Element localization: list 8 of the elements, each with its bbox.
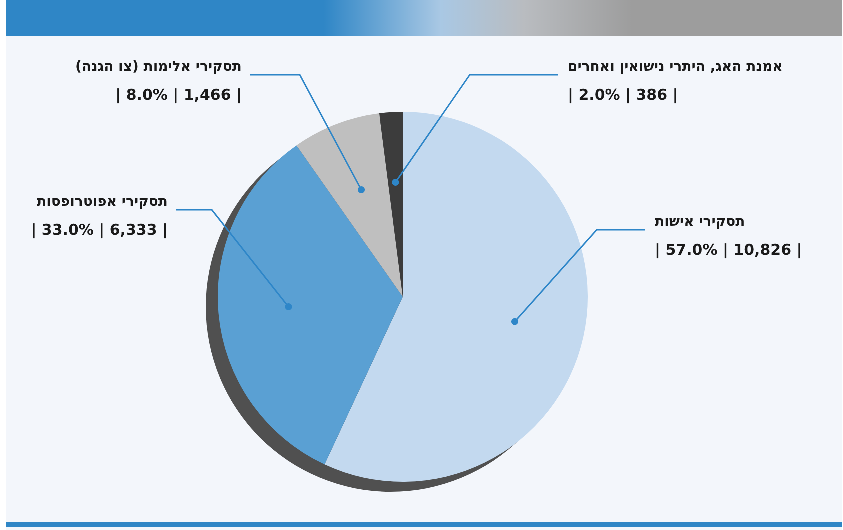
data-label: | 57.0% | 10,826 | [655,241,802,259]
data-label: | 33.0% | 6,333 | [31,221,168,239]
slice-label: אמנת האג, היתרי נישואין ואחרים [568,59,783,75]
data-label: | 8.0% | 1,466 | [116,86,242,104]
data-label: | 2.0% | 386 | [568,86,678,104]
slice-label: תסקירי אפוטרופסות [37,194,168,210]
slice-label: תסקירי אלימות (צו הגנה) [75,59,242,75]
slice-label: תסקירי אישות [655,214,746,230]
